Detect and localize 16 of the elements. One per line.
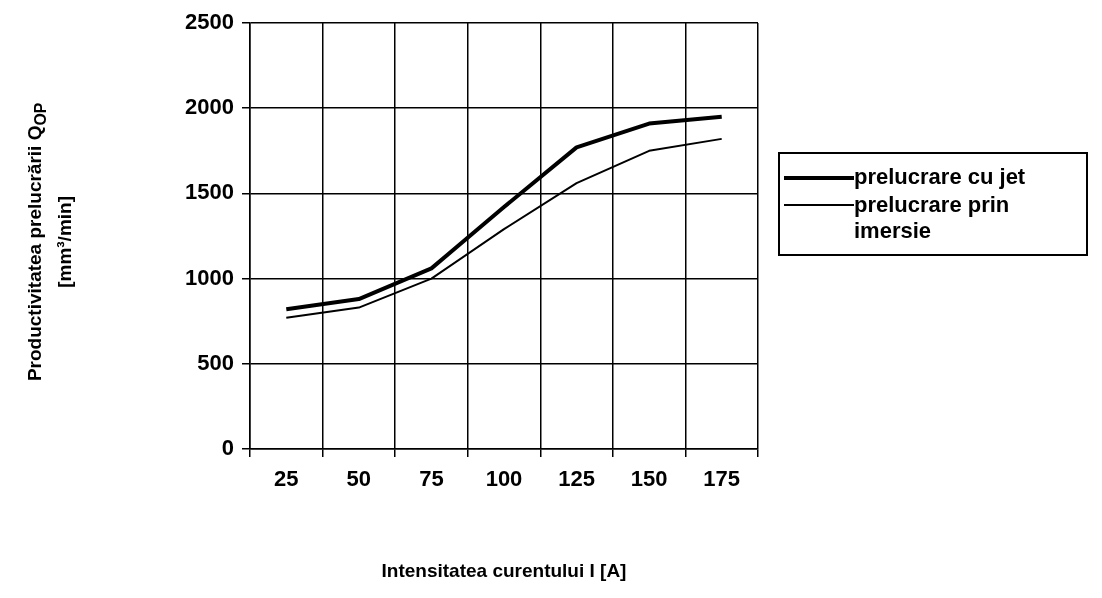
x-tick-label: 175 <box>703 466 741 492</box>
y-tick-label: 1500 <box>185 179 234 205</box>
x-axis-title: Intensitatea curentului I [A] <box>380 560 628 582</box>
legend-label: prelucrare cu jet <box>854 164 1026 190</box>
x-tick-label: 50 <box>346 466 372 492</box>
x-tick-label: 150 <box>630 466 668 492</box>
y-tick-label: 2000 <box>185 94 234 120</box>
x-tick-label: 25 <box>274 466 299 492</box>
x-tick-label: 75 <box>419 466 444 492</box>
x-tick-label: 100 <box>485 466 523 492</box>
y-tick-label: 2500 <box>185 9 234 35</box>
y-tick-label: 500 <box>197 349 234 375</box>
y-tick-label: 1000 <box>185 264 234 290</box>
legend-label: prelucrare prin imersie <box>854 192 1011 244</box>
x-tick-label: 125 <box>558 466 595 492</box>
y-tick-label: 0 <box>221 435 234 461</box>
